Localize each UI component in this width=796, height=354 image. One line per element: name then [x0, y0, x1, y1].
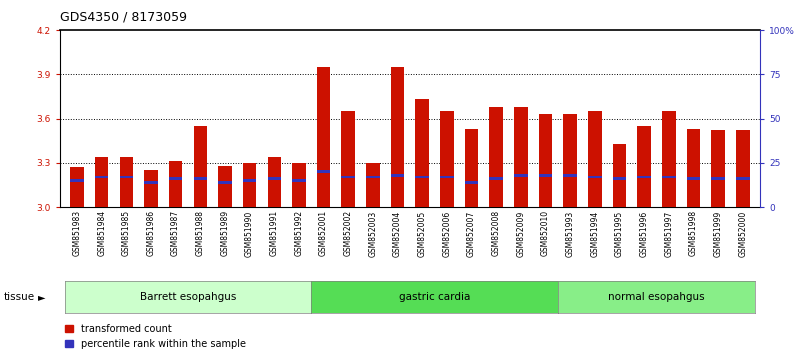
Text: GSM851998: GSM851998 [689, 210, 698, 257]
Text: GSM852006: GSM852006 [443, 210, 451, 257]
Bar [662, 176, 676, 178]
Text: Barrett esopahgus: Barrett esopahgus [140, 292, 236, 302]
Text: GSM851995: GSM851995 [615, 210, 624, 257]
Bar [539, 114, 552, 207]
Bar [144, 181, 158, 184]
Text: GSM852010: GSM852010 [541, 210, 550, 257]
Text: GSM851997: GSM851997 [665, 210, 673, 257]
Bar [391, 67, 404, 207]
Bar [70, 179, 84, 182]
Bar [95, 157, 108, 207]
Bar [243, 179, 256, 182]
Bar [119, 157, 133, 207]
Bar [465, 129, 478, 207]
Bar [317, 67, 330, 207]
Bar [564, 114, 577, 207]
Bar [218, 181, 232, 184]
Bar [70, 167, 84, 207]
Text: GSM851994: GSM851994 [591, 210, 599, 257]
Bar [169, 161, 182, 207]
Legend: transformed count, percentile rank within the sample: transformed count, percentile rank withi… [64, 324, 246, 349]
Bar [514, 107, 528, 207]
Text: GSM851990: GSM851990 [245, 210, 254, 257]
Bar [366, 176, 380, 178]
Bar [267, 157, 281, 207]
Text: tissue: tissue [4, 292, 35, 302]
Text: GSM852001: GSM852001 [319, 210, 328, 257]
Text: GSM852002: GSM852002 [344, 210, 353, 257]
Text: GSM852000: GSM852000 [739, 210, 747, 257]
Text: GSM851999: GSM851999 [714, 210, 723, 257]
Bar [341, 176, 355, 178]
Bar [292, 179, 306, 182]
Text: GSM851993: GSM851993 [566, 210, 575, 257]
Bar [341, 111, 355, 207]
Text: GSM852005: GSM852005 [418, 210, 427, 257]
Bar [588, 176, 602, 178]
Text: GSM852008: GSM852008 [492, 210, 501, 257]
Bar [391, 174, 404, 177]
Bar [490, 107, 503, 207]
Text: GSM852003: GSM852003 [369, 210, 377, 257]
Text: GSM851984: GSM851984 [97, 210, 106, 257]
Bar [193, 126, 207, 207]
Text: GSM851987: GSM851987 [171, 210, 180, 257]
Bar [144, 170, 158, 207]
Bar [218, 166, 232, 207]
Bar [193, 177, 207, 180]
Bar [613, 177, 626, 180]
Text: GSM852009: GSM852009 [517, 210, 525, 257]
Bar [267, 177, 281, 180]
Text: GSM852004: GSM852004 [393, 210, 402, 257]
Bar [613, 144, 626, 207]
Bar [712, 130, 725, 207]
Bar [514, 174, 528, 177]
Bar [416, 99, 429, 207]
Text: GSM851992: GSM851992 [295, 210, 303, 257]
Bar [440, 176, 454, 178]
Bar [95, 176, 108, 178]
Text: GSM851983: GSM851983 [72, 210, 81, 257]
Text: GSM851989: GSM851989 [220, 210, 229, 257]
Bar [366, 163, 380, 207]
Text: gastric cardia: gastric cardia [399, 292, 470, 302]
Bar [465, 181, 478, 184]
Bar [169, 177, 182, 180]
Bar [638, 176, 651, 178]
Bar [243, 163, 256, 207]
Bar [539, 174, 552, 177]
Bar [687, 177, 700, 180]
Text: GSM851986: GSM851986 [146, 210, 155, 257]
Bar [736, 130, 750, 207]
Text: GSM852007: GSM852007 [467, 210, 476, 257]
Bar [490, 177, 503, 180]
Bar [638, 126, 651, 207]
Bar [317, 170, 330, 173]
Text: GSM851996: GSM851996 [640, 210, 649, 257]
Bar [119, 176, 133, 178]
Text: normal esopahgus: normal esopahgus [608, 292, 705, 302]
Bar [687, 129, 700, 207]
Bar [712, 177, 725, 180]
Bar [440, 111, 454, 207]
Bar [662, 111, 676, 207]
Text: GSM851991: GSM851991 [270, 210, 279, 257]
Text: ►: ► [38, 292, 45, 302]
Bar [292, 163, 306, 207]
Bar [564, 174, 577, 177]
Text: GDS4350 / 8173059: GDS4350 / 8173059 [60, 11, 187, 24]
Bar [416, 176, 429, 178]
Text: GSM851988: GSM851988 [196, 210, 205, 256]
Bar [736, 177, 750, 180]
Text: GSM851985: GSM851985 [122, 210, 131, 257]
Bar [588, 111, 602, 207]
